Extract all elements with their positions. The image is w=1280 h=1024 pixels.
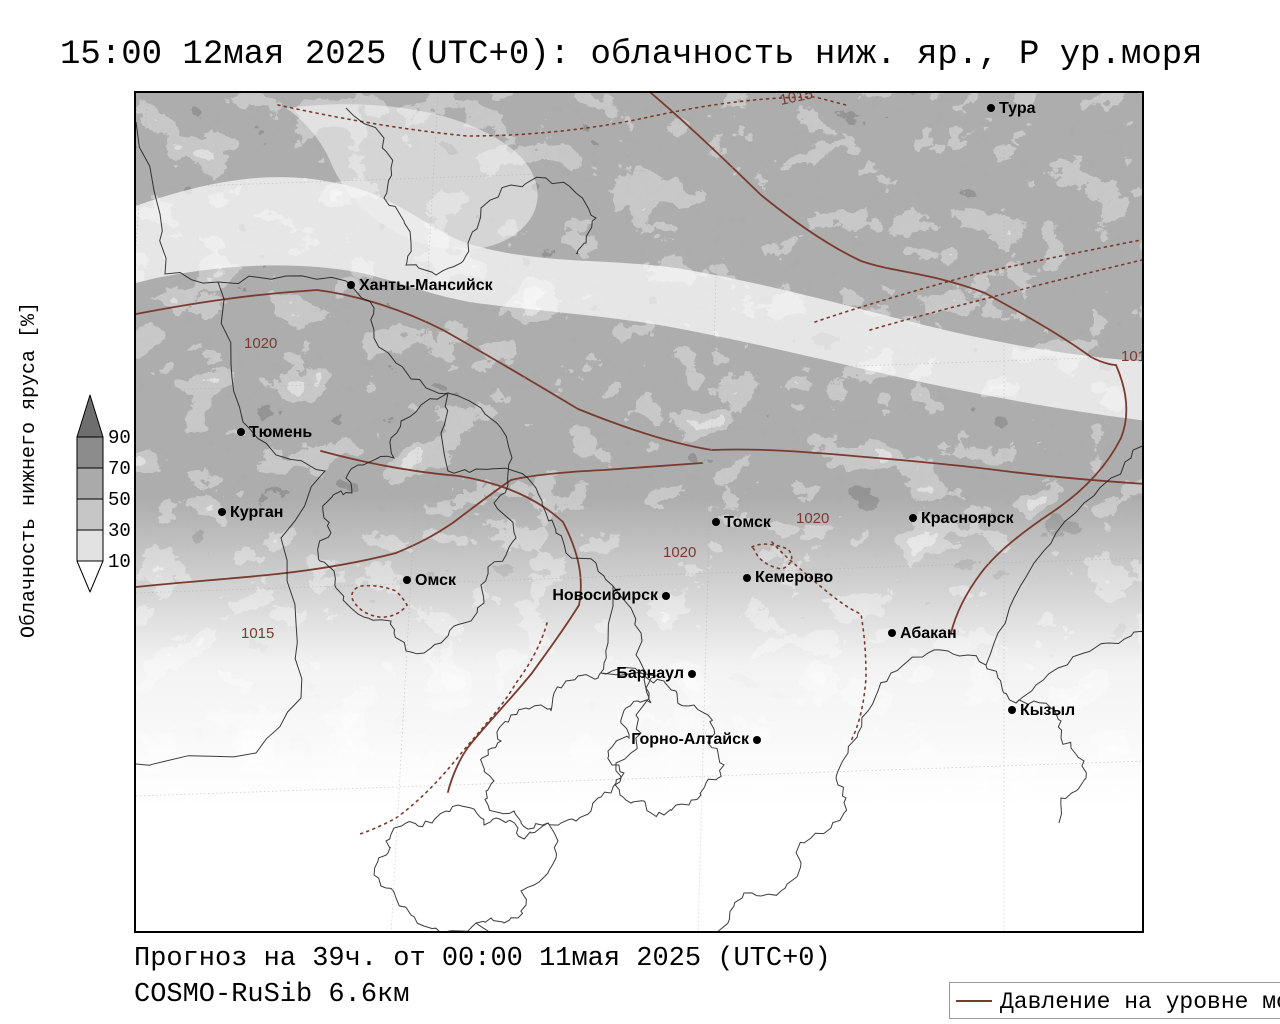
- svg-text:70: 70: [108, 458, 131, 480]
- svg-text:Тура: Тура: [999, 100, 1036, 117]
- svg-text:Томск: Томск: [724, 514, 772, 531]
- svg-text:Барнаул: Барнаул: [616, 665, 684, 682]
- svg-text:Кызыл: Кызыл: [1020, 702, 1075, 719]
- svg-text:Новосибирск: Новосибирск: [552, 587, 659, 604]
- svg-text:10: 10: [108, 551, 131, 573]
- svg-text:1015: 1015: [241, 625, 274, 642]
- svg-text:Красноярск: Красноярск: [921, 510, 1015, 527]
- svg-text:90: 90: [108, 427, 131, 449]
- svg-text:Ханты-Мансийск: Ханты-Мансийск: [359, 277, 494, 294]
- svg-text:Курган: Курган: [230, 504, 283, 521]
- svg-text:30: 30: [108, 520, 131, 542]
- svg-text:1020: 1020: [663, 544, 696, 561]
- svg-text:1020: 1020: [796, 510, 829, 527]
- svg-text:50: 50: [108, 489, 131, 511]
- svg-text:Кемерово: Кемерово: [755, 569, 833, 586]
- svg-text:Омск: Омск: [415, 572, 457, 589]
- svg-text:Облачность нижнего яруса [%]: Облачность нижнего яруса [%]: [18, 302, 41, 638]
- svg-text:Абакан: Абакан: [900, 625, 957, 642]
- svg-text:1015: 1015: [1121, 348, 1144, 365]
- svg-text:Горно-Алтайск: Горно-Алтайск: [631, 731, 750, 748]
- svg-text:1020: 1020: [244, 335, 277, 352]
- svg-text:Тюмень: Тюмень: [249, 424, 312, 441]
